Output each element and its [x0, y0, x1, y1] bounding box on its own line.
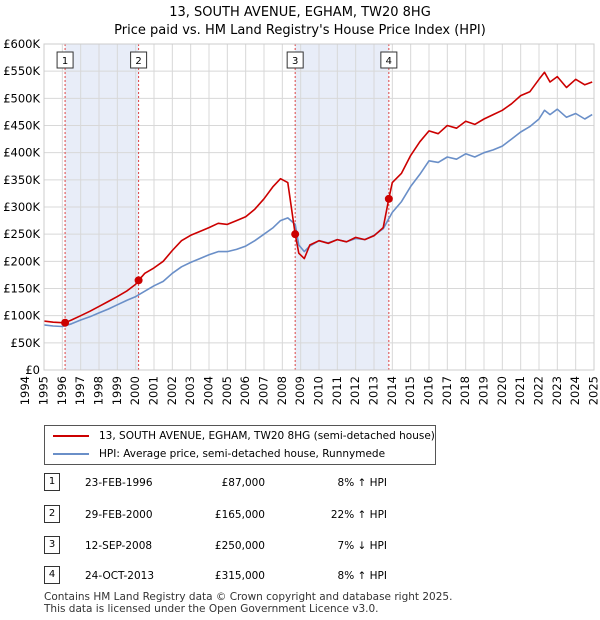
- x-tick-label: 2012: [348, 376, 362, 405]
- sale-number-box: [286, 51, 304, 69]
- y-tick-label: £300K: [3, 200, 40, 214]
- sale-number-label: 4: [386, 56, 392, 67]
- legend-label-hpi: HPI: Average price, semi-detached house,…: [99, 448, 386, 460]
- chart-title-line2: Price paid vs. HM Land Registry's House …: [114, 23, 486, 38]
- y-tick-label: £0: [25, 363, 40, 377]
- x-tick-label: 2017: [440, 376, 454, 405]
- sale-price: £315,000: [214, 570, 265, 582]
- x-tick-label: 2021: [513, 376, 527, 405]
- y-tick-label: £500K: [3, 91, 40, 105]
- x-tick-label: 2001: [147, 376, 161, 405]
- sale-price: £165,000: [214, 509, 265, 521]
- x-tick-label: 2006: [238, 376, 252, 405]
- sale-date: 23-FEB-1996: [85, 477, 153, 489]
- plot-border: [43, 43, 595, 371]
- sale-price: £87,000: [221, 477, 265, 489]
- x-tick-label: 2007: [257, 376, 271, 405]
- sale-date: 12-SEP-2008: [85, 540, 153, 552]
- sale-number-label: 2: [135, 56, 141, 67]
- sale-hpi-change: 22% ↑ HPI: [330, 509, 387, 521]
- legend-swatch-hpi: [53, 453, 89, 455]
- x-tick-label: 2025: [587, 376, 600, 405]
- x-tick-label: 2000: [128, 376, 142, 405]
- x-tick-label: 2023: [550, 376, 564, 405]
- x-tick-label: 2011: [330, 376, 344, 405]
- x-tick-label: 2008: [275, 376, 289, 405]
- chart-title-line1: 13, SOUTH AVENUE, EGHAM, TW20 8HG: [169, 5, 431, 20]
- sale-number-badge: 2: [44, 505, 60, 523]
- y-tick-label: £150K: [3, 282, 40, 296]
- x-tick-label: 2010: [312, 376, 326, 405]
- sale-number-badge: 3: [44, 536, 60, 554]
- y-tick-label: £400K: [3, 146, 40, 160]
- footer-licence: This data is licensed under the Open Gov…: [44, 603, 379, 615]
- sale-number-label: 1: [62, 56, 68, 67]
- x-tick-label: 2015: [403, 376, 417, 405]
- y-tick-label: £50K: [11, 336, 41, 350]
- footer-copyright: Contains HM Land Registry data © Crown c…: [44, 591, 453, 603]
- x-tick-label: 1996: [55, 376, 69, 405]
- price-chart: 1 2 3 4 £0 £50K £100K £150K £200K £250K £300K £350…: [3, 37, 600, 405]
- x-tick-label: 2004: [202, 376, 216, 405]
- legend-swatch-property: [53, 435, 89, 437]
- y-tick-label: £350K: [3, 173, 40, 187]
- sale-price: £250,000: [214, 540, 265, 552]
- sale-date: 29-FEB-2000: [85, 509, 153, 521]
- x-tick-label: 1998: [92, 376, 106, 405]
- property-price-line: [43, 71, 593, 324]
- y-tick-label: £600K: [3, 37, 40, 51]
- y-tick-label: £550K: [3, 64, 40, 78]
- x-tick-label: 2003: [183, 376, 197, 405]
- sale-point: [134, 276, 143, 285]
- sale-point: [384, 194, 393, 203]
- sale-number-box: [56, 51, 74, 69]
- sale-hpi-change: 7% ↓ HPI: [337, 540, 387, 552]
- x-tick-label: 2024: [568, 376, 582, 405]
- sale-number-label: 3: [292, 56, 298, 67]
- y-tick-label: £200K: [3, 254, 40, 268]
- x-tick-label: 2002: [165, 376, 179, 405]
- x-tick-label: 2019: [477, 376, 491, 405]
- y-tick-label: £100K: [3, 309, 40, 323]
- sale-hpi-change: 8% ↑ HPI: [337, 477, 387, 489]
- sale-date: 24-OCT-2013: [85, 570, 154, 582]
- sale-number-box: [130, 51, 148, 69]
- sale-number-box: [380, 51, 398, 69]
- sale-number-badge: 4: [44, 566, 60, 584]
- x-tick-label: 2022: [532, 376, 546, 405]
- x-tick-label: 2016: [422, 376, 436, 405]
- sale-number-badge: 1: [44, 473, 60, 491]
- legend-label-property: 13, SOUTH AVENUE, EGHAM, TW20 8HG (semi-…: [99, 430, 435, 442]
- x-tick-label: 2020: [495, 376, 509, 405]
- sale-point: [61, 318, 70, 327]
- x-tick-label: 2018: [458, 376, 472, 405]
- x-tick-label: 2009: [293, 376, 307, 405]
- x-tick-label: 1999: [110, 376, 124, 405]
- y-tick-label: £250K: [3, 227, 40, 241]
- x-tick-label: 2005: [220, 376, 234, 405]
- x-tick-label: 2014: [385, 376, 399, 405]
- x-tick-label: 1994: [18, 376, 32, 405]
- sale-hpi-change: 8% ↑ HPI: [337, 570, 387, 582]
- x-tick-label: 2013: [367, 376, 381, 405]
- x-tick-label: 1997: [73, 376, 87, 405]
- y-tick-label: £450K: [3, 119, 40, 133]
- chart-legend: 13, SOUTH AVENUE, EGHAM, TW20 8HG (semi-…: [44, 425, 436, 465]
- x-tick-label: 1995: [37, 376, 51, 405]
- sale-point: [291, 230, 300, 239]
